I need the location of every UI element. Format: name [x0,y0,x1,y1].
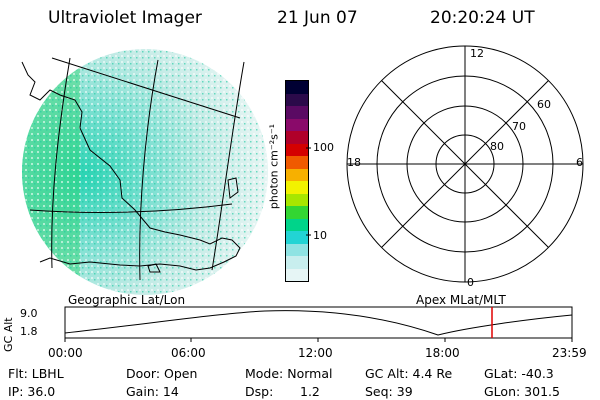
colorbar-swatch-4 [286,131,308,144]
colorbar-swatch-12 [286,231,308,244]
dsp-param-label: Dsp: [245,384,274,399]
lat-label-70: 70 [512,120,526,133]
graticule [29,57,245,281]
colorbar-swatch-8 [286,181,308,194]
alt-tick-9: 9.0 [20,307,38,320]
time-tick-1800: 18:00 [425,346,460,360]
glat-param: GLat: -40.3 [484,366,554,381]
colorbar-swatch-9 [286,193,308,206]
time-tick-2359: 23:59 [552,346,587,360]
colorbar-axis [306,147,311,236]
colorbar-swatch-3 [286,118,308,131]
filter-param: Flt: LBHL [8,366,64,381]
lat-label-80: 80 [490,140,504,153]
alt-tick-1-8: 1.8 [20,325,38,338]
time-tick-0600: 06:00 [171,346,206,360]
geographic-caption: Geographic Lat/Lon [68,293,186,307]
observation-time: 20:20:24 UT [430,8,535,28]
instrument-title: Ultraviolet Imager [48,8,202,28]
gain-param: Gain: 14 [126,384,179,399]
colorbar-swatch-0 [286,81,308,94]
glon-param: GLon: 301.5 [484,384,560,399]
colorbar-swatch-13 [286,243,308,256]
colorbar-swatch-15 [286,268,308,281]
colorbar-swatch-1 [286,93,308,106]
colorbar-tick-10: 10 [313,229,327,242]
colorbar-swatch-11 [286,218,308,231]
coastline [21,61,241,273]
colorbar-swatch-6 [286,156,308,169]
colorbar-swatch-10 [286,206,308,219]
polar-diagonal-2 [381,80,549,248]
polar-plot [346,45,584,283]
colorbar-tick-100: 100 [313,141,334,154]
gc-alt-axis-label: GC Alt [2,317,15,352]
mode-param: Mode: Normal [245,366,333,381]
time-tick-0000: 00:00 [48,346,83,360]
colorbar-swatch-14 [286,256,308,269]
mlt-label-0: 0 [467,276,474,289]
mlt-label-12: 12 [470,47,484,60]
colorbar-unit-label: photon cm⁻²s⁻¹ [267,123,281,210]
seq-param: Seq: 39 [365,384,413,399]
lat-label-60: 60 [537,98,551,111]
dsp-param-value: 1.2 [300,384,320,399]
gc-alt-param: GC Alt: 4.4 Re [365,366,453,381]
apex-caption: Apex MLat/MLT [416,293,506,307]
colorbar-swatch-2 [286,106,308,119]
altitude-curve [64,310,573,336]
altitude-timeline [64,306,573,342]
colorbar-swatch-5 [286,143,308,156]
mlt-label-18: 18 [347,156,361,169]
colorbar [285,80,309,282]
colorbar-gradient [286,81,308,281]
door-param: Door: Open [126,366,198,381]
observation-date: 21 Jun 07 [277,8,358,28]
mlt-label-6: 6 [576,156,583,169]
ip-param: IP: 36.0 [8,384,56,399]
time-tick-1200: 12:00 [298,346,333,360]
colorbar-swatch-7 [286,168,308,181]
